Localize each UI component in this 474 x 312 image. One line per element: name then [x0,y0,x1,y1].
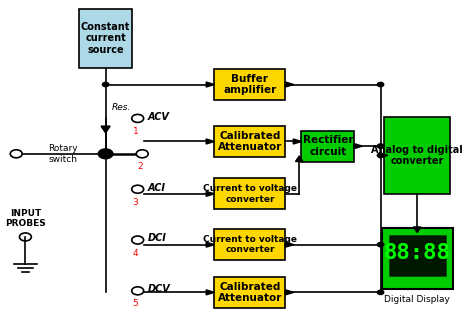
Text: Rotary
switch: Rotary switch [48,144,78,163]
Text: ACI: ACI [148,183,166,193]
Circle shape [377,153,384,158]
FancyBboxPatch shape [301,131,354,162]
Text: DCV: DCV [148,284,171,294]
Polygon shape [206,139,214,144]
Text: Constant
current
source: Constant current source [81,22,130,55]
Text: DCI: DCI [148,233,167,243]
Text: Current to voltage
converter: Current to voltage converter [203,235,297,254]
FancyBboxPatch shape [214,277,285,308]
Circle shape [10,150,22,158]
Text: Buffer
amplifier: Buffer amplifier [223,74,276,95]
Text: Current to voltage
converter: Current to voltage converter [203,184,297,203]
Polygon shape [413,227,421,232]
FancyBboxPatch shape [214,229,285,260]
Text: Calibrated
Attenuator: Calibrated Attenuator [218,131,282,152]
Circle shape [377,242,384,247]
Circle shape [377,290,384,295]
Circle shape [137,150,148,158]
FancyBboxPatch shape [382,228,453,289]
Circle shape [132,236,144,244]
Circle shape [377,144,384,148]
Text: Res.: Res. [111,103,131,112]
Text: Digital Display: Digital Display [384,295,450,304]
Text: 2: 2 [137,163,143,171]
Polygon shape [206,82,214,87]
Text: Calibrated
Attenuator: Calibrated Attenuator [218,281,282,303]
FancyBboxPatch shape [389,235,446,276]
FancyBboxPatch shape [214,126,285,157]
Text: Analog to digital
converter: Analog to digital converter [371,144,463,166]
Polygon shape [354,144,363,149]
Polygon shape [285,82,294,87]
FancyBboxPatch shape [384,117,450,194]
Circle shape [377,82,384,87]
Polygon shape [285,290,294,295]
FancyBboxPatch shape [214,69,285,100]
Circle shape [19,233,31,241]
Text: 5: 5 [133,300,138,309]
Polygon shape [285,242,294,247]
FancyBboxPatch shape [214,178,285,209]
Text: ACV: ACV [148,112,170,122]
Circle shape [132,115,144,122]
Circle shape [132,185,144,193]
Text: 88:88: 88:88 [384,243,451,263]
Text: Rectifier
circuit: Rectifier circuit [302,135,353,157]
Polygon shape [206,290,214,295]
Polygon shape [206,191,214,196]
Polygon shape [101,126,110,133]
Text: 3: 3 [133,198,138,207]
Circle shape [98,149,113,159]
Polygon shape [293,139,301,144]
Polygon shape [379,153,388,158]
Polygon shape [206,242,214,247]
Text: 1: 1 [133,127,138,136]
Circle shape [102,82,109,87]
Text: 4: 4 [133,249,138,258]
Polygon shape [295,156,303,162]
FancyBboxPatch shape [79,9,132,68]
Text: INPUT
PROBES: INPUT PROBES [5,209,46,228]
Circle shape [132,287,144,295]
